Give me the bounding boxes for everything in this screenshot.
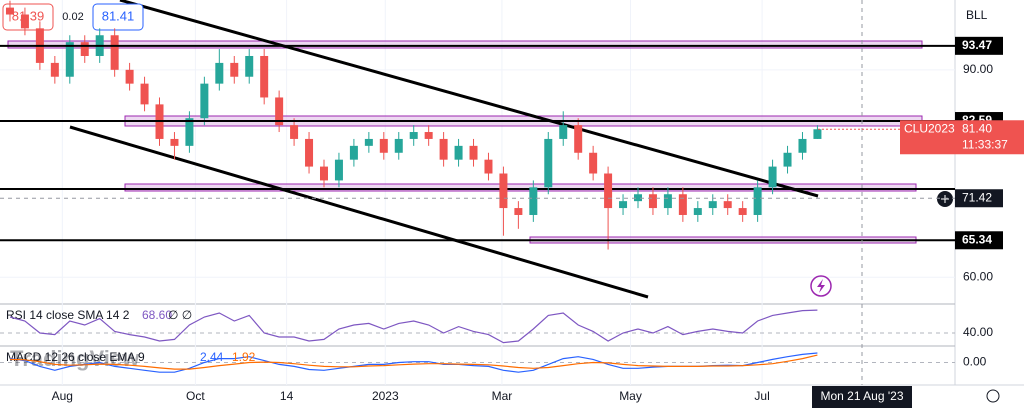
spread: 0.02: [62, 11, 83, 23]
candle-body: [768, 166, 777, 188]
alert-icon[interactable]: [810, 275, 832, 297]
candle-body: [215, 62, 224, 84]
candle-body: [753, 187, 762, 215]
trend-line: [69, 125, 649, 299]
candle-body: [80, 42, 89, 56]
y-tick-label: 90.00: [963, 62, 993, 76]
candle-body: [619, 201, 628, 209]
candle-body: [484, 159, 493, 174]
candle-body: [678, 194, 687, 215]
last-price: 81.40: [962, 121, 992, 135]
x-tick-label: 14: [280, 389, 294, 403]
candle-body: [110, 35, 119, 70]
candle-body: [20, 14, 29, 29]
candle-body: [693, 208, 702, 215]
candle-body: [813, 129, 822, 139]
candle-body: [648, 194, 657, 209]
candle-body: [185, 118, 194, 146]
candle-body: [290, 125, 299, 139]
candle-body: [364, 138, 373, 146]
candle-body: [663, 194, 672, 209]
x-tick-label: Aug: [52, 389, 73, 403]
candle-body: [544, 138, 553, 188]
candle-body: [245, 55, 254, 77]
candle-body: [50, 62, 59, 77]
candle-body: [723, 201, 732, 209]
y-tick-label: 40.00: [963, 325, 993, 339]
level-label-bg: [955, 36, 1003, 55]
y-tick-label: 60.00: [963, 269, 993, 283]
candle-body: [708, 201, 717, 209]
countdown: 11:33:37: [962, 137, 1008, 151]
candle-body: [529, 187, 538, 215]
last-price-bg: [900, 120, 1024, 155]
ask: 81.41: [102, 8, 135, 23]
candle-body: [5, 7, 14, 15]
candle-body: [305, 138, 314, 167]
crosshair-date-bg: [812, 386, 912, 408]
crosshair-label-bg: [955, 189, 1003, 208]
indicator-value: 1.92: [232, 350, 256, 364]
ask-box[interactable]: [92, 3, 144, 31]
x-tick-label: Jul: [754, 389, 769, 403]
x-tick-label: Mar: [492, 389, 513, 403]
candle-body: [634, 194, 642, 202]
candle-body: [334, 159, 343, 181]
indicator-value: 2.44: [200, 350, 224, 364]
candle-body: [200, 83, 209, 119]
indicator-extra: ∅ ∅: [168, 308, 192, 322]
candle-body: [230, 62, 239, 77]
settings-icon[interactable]: [986, 389, 1000, 403]
candle-body: [275, 97, 284, 126]
candle-body: [559, 125, 568, 139]
candle-body: [125, 69, 134, 84]
last-price-symbol: CLU2023: [904, 121, 955, 135]
indicator-title: RSI 14 close SMA 14 2: [6, 308, 130, 322]
x-tick-label: 2023: [372, 389, 399, 403]
x-tick-label: May: [619, 389, 642, 403]
candle-body: [499, 173, 508, 209]
candle-body: [514, 208, 523, 215]
candle-body: [394, 138, 403, 153]
y-tick-label: 0.00: [963, 355, 987, 369]
candle-body: [798, 138, 807, 153]
candle-body: [574, 125, 583, 153]
candle-body: [589, 152, 598, 174]
candle-body: [439, 138, 448, 160]
symbol: BLL: [966, 8, 988, 22]
candle-body: [349, 145, 358, 160]
candle-body: [260, 55, 269, 98]
candle-body: [319, 166, 328, 181]
candle-body: [738, 208, 747, 215]
candle-body: [140, 83, 149, 105]
candle-body: [170, 138, 179, 146]
candle-body: [783, 152, 792, 167]
candle-body: [469, 145, 478, 160]
candle-body: [604, 173, 613, 209]
zone: [7, 40, 923, 49]
symbol-box[interactable]: [958, 2, 1022, 30]
trend-line: [119, 0, 819, 198]
indicator-line: [9, 309, 818, 344]
x-tick-label: Oct: [186, 389, 205, 403]
candle-body: [409, 132, 418, 139]
candle-body: [379, 138, 388, 153]
level-label-bg: [955, 231, 1003, 250]
indicator-title: MACD 12 26 close EMA 9: [6, 350, 145, 364]
level-label: 93.47: [962, 38, 992, 52]
alert-icon-bolt: [817, 279, 825, 293]
indicator-value: 68.60: [142, 308, 172, 322]
candle-body: [65, 42, 74, 77]
level-label: 65.34: [962, 232, 992, 246]
zone: [124, 183, 917, 192]
indicator-line: [9, 354, 818, 370]
candle-body: [424, 132, 433, 139]
crosshair-date: Mon 21 Aug '23: [820, 389, 903, 403]
crosshair-label: 71.42: [962, 190, 992, 204]
crosshair-plus-sign: [941, 195, 949, 203]
candle-body: [454, 145, 463, 160]
